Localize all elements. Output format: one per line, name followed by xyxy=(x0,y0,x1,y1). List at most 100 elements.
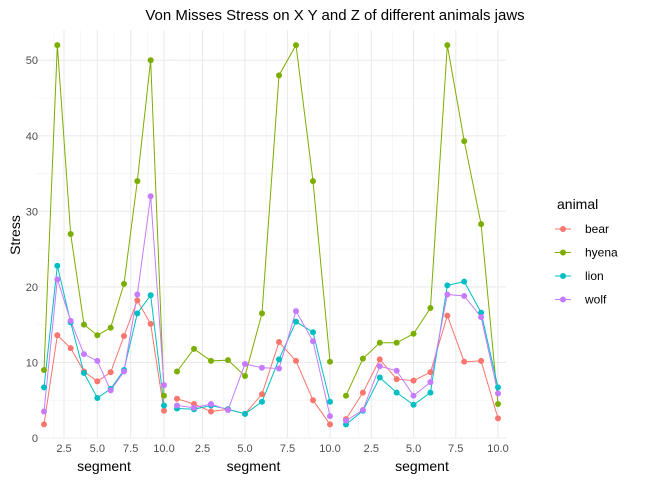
series-line-wolf xyxy=(345,293,499,422)
data-point-bear xyxy=(259,391,265,398)
data-point-lion xyxy=(393,389,400,396)
data-point-bear xyxy=(161,407,167,414)
data-point-wolf xyxy=(41,408,47,415)
data-point-hyena xyxy=(495,401,501,407)
data-point-hyena xyxy=(276,72,282,79)
data-point-wolf xyxy=(359,407,366,414)
data-point-bear xyxy=(94,378,101,385)
data-point-hyena xyxy=(359,355,366,362)
series-line-bear xyxy=(176,341,331,425)
legend-key-point xyxy=(560,249,566,256)
data-point-hyena xyxy=(147,57,154,64)
x-tick-label: 7.5 xyxy=(280,443,295,455)
x-tick-label: 10.0 xyxy=(319,443,340,455)
legend-item-hyena: hyena xyxy=(555,246,618,260)
data-point-hyena xyxy=(343,392,349,399)
x-tick-label: 10.0 xyxy=(487,443,508,455)
x-tick-label: 5.0 xyxy=(237,443,252,455)
series-line-hyena xyxy=(43,45,165,396)
data-point-lion xyxy=(242,410,248,417)
x-axis-label: segment xyxy=(227,458,281,474)
data-point-hyena xyxy=(225,357,231,364)
data-point-lion xyxy=(427,389,434,396)
y-tick-label: 20 xyxy=(26,282,38,294)
data-point-lion xyxy=(495,384,501,391)
data-point-wolf xyxy=(444,291,451,298)
data-point-bear xyxy=(327,421,333,428)
facet-panel: 2.5 5.0 7.5 10.0 segment xyxy=(338,30,509,474)
data-point-bear xyxy=(41,421,47,428)
facet-panels: 2.5 5.0 7.5 10.0 segment 2.5 5.0 7.5 10.0 segment… xyxy=(36,30,509,474)
legend: animal bear hyena lion wolf xyxy=(555,196,618,307)
data-point-lion xyxy=(276,356,282,363)
data-point-wolf xyxy=(427,379,434,386)
data-point-lion xyxy=(461,278,468,285)
data-point-hyena xyxy=(293,42,299,49)
x-tick-label: 7.5 xyxy=(448,443,463,455)
data-point-lion xyxy=(259,398,265,405)
data-point-hyena xyxy=(94,332,101,339)
series-line-hyena xyxy=(345,45,499,405)
data-point-bear xyxy=(147,320,154,327)
data-point-wolf xyxy=(191,404,197,411)
legend-label: wolf xyxy=(584,293,607,307)
y-axis-label: Stress xyxy=(7,215,23,255)
facet-panel: 2.5 5.0 7.5 10.0 segment xyxy=(36,30,175,474)
data-point-hyena xyxy=(161,392,167,399)
data-point-bear xyxy=(107,369,114,376)
data-point-bear xyxy=(427,369,434,376)
facet-panel: 2.5 5.0 7.5 10.0 segment xyxy=(169,30,341,474)
data-point-wolf xyxy=(54,276,61,283)
data-point-hyena xyxy=(208,357,214,364)
legend-label: lion xyxy=(585,269,604,283)
data-point-wolf xyxy=(410,392,417,399)
data-point-bear xyxy=(121,333,127,339)
data-point-hyena xyxy=(121,280,127,287)
data-point-wolf xyxy=(242,360,248,367)
data-point-lion xyxy=(134,310,141,317)
x-tick-label: 2.5 xyxy=(195,443,210,455)
data-point-lion xyxy=(94,394,101,401)
data-point-wolf xyxy=(107,387,114,394)
x-tick-label: 5.0 xyxy=(90,443,105,455)
data-point-bear xyxy=(461,358,468,365)
data-point-hyena xyxy=(478,221,485,228)
data-point-wolf xyxy=(81,351,87,358)
legend-key-point xyxy=(560,273,566,279)
data-point-wolf xyxy=(134,291,141,298)
data-point-bear xyxy=(276,339,282,346)
data-point-wolf xyxy=(495,390,501,397)
data-point-wolf xyxy=(327,413,333,420)
data-point-hyena xyxy=(54,42,61,49)
data-point-hyena xyxy=(67,231,74,237)
data-point-hyena xyxy=(191,345,197,352)
data-point-wolf xyxy=(147,193,154,200)
legend-key-point xyxy=(560,226,566,232)
series-line-wolf xyxy=(176,309,331,417)
data-point-bear xyxy=(54,332,61,339)
data-point-wolf xyxy=(393,367,400,374)
data-point-lion xyxy=(54,262,61,269)
data-point-bear xyxy=(174,395,180,402)
data-point-wolf xyxy=(161,382,167,389)
data-point-bear xyxy=(376,356,383,363)
data-point-wolf xyxy=(259,364,265,371)
data-point-wolf xyxy=(276,365,282,372)
data-point-wolf xyxy=(225,407,231,414)
x-tick-label: 7.5 xyxy=(123,443,138,455)
data-point-wolf xyxy=(461,292,468,299)
data-point-lion xyxy=(81,370,87,377)
data-point-hyena xyxy=(461,138,468,145)
data-point-bear xyxy=(134,297,141,304)
data-point-bear xyxy=(495,415,501,422)
data-point-hyena xyxy=(427,305,434,312)
data-point-lion xyxy=(444,282,451,289)
data-point-lion xyxy=(293,318,299,325)
data-point-hyena xyxy=(41,367,47,373)
y-tick-label: 30 xyxy=(26,206,38,218)
data-point-wolf xyxy=(208,401,214,407)
data-point-wolf xyxy=(478,314,485,321)
data-point-wolf xyxy=(293,308,299,315)
data-point-lion xyxy=(410,401,417,408)
